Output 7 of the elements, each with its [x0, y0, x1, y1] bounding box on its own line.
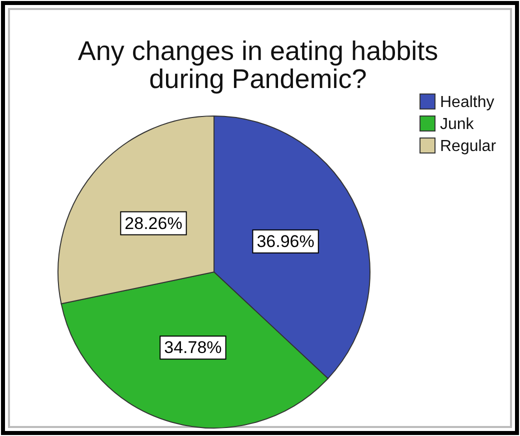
legend-label: Junk [440, 116, 475, 133]
legend-label: Healthy [440, 94, 494, 111]
data-label: 36.96% [256, 232, 314, 251]
chart-title: Any changes in eating habbits during Pandemic? [78, 36, 438, 94]
data-label: 34.78% [164, 338, 222, 358]
data-label: 28.26% [124, 214, 182, 233]
legend-label: Regular [440, 138, 497, 155]
